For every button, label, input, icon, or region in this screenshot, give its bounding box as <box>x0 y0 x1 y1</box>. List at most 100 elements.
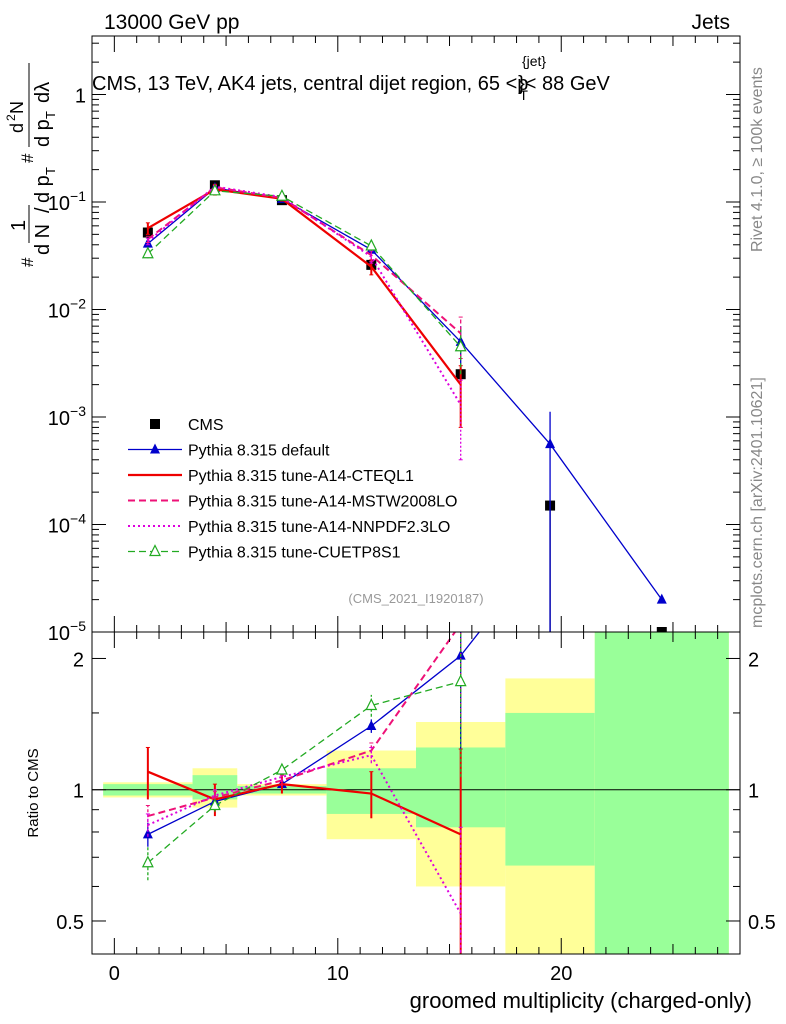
legend-entry: Pythia 8.315 tune-CUETP8S1 <box>128 544 401 562</box>
main-series-cuetp8s1 <box>141 183 467 375</box>
main-y-tick-label: 10−1 <box>48 188 86 215</box>
series-line-default <box>147 187 663 601</box>
legend-entry: Pythia 8.315 tune-A14-MSTW2008LO <box>128 494 457 511</box>
tick-exponent: −1 <box>70 188 86 204</box>
ylabel-square: 2 <box>4 114 18 121</box>
analysis-annotation: (CMS_2021_I1920187) <box>348 591 483 606</box>
ratio-line-nnpdf <box>147 754 462 915</box>
tick-base: 10 <box>48 193 70 215</box>
legend-marker <box>150 419 160 429</box>
x-axis-label: groomed multiplicity (charged-only) <box>410 988 752 1013</box>
data-point-cuetp8s1 <box>454 339 467 352</box>
series-line-mstw <box>147 186 462 335</box>
tick-exponent: −2 <box>70 295 86 311</box>
tick-base: 10 <box>48 623 70 645</box>
legend-label: Pythia 8.315 default <box>188 443 330 460</box>
band-inner <box>594 632 729 954</box>
legend-label: Pythia 8.315 tune-A14-NNPDF2.3LO <box>188 519 450 536</box>
legend-label: Pythia 8.315 tune-CUETP8S1 <box>188 545 401 562</box>
ratio-series <box>141 632 481 954</box>
legend-entry: Pythia 8.315 default <box>128 443 330 460</box>
ratio-point-default <box>142 828 153 839</box>
ylabel-T-2: T <box>43 111 58 119</box>
ratio-y-tick-label-right: 0.5 <box>748 912 776 934</box>
main-ticks: 10−510−410−310−210−11 <box>48 36 740 645</box>
legend-marker <box>149 544 161 557</box>
ratio-line-cuetp8s1 <box>147 680 461 864</box>
mcplots-label: mcplots.cern.ch [arXiv:2401.10621] <box>749 377 766 628</box>
main-y-tick-label: 10−5 <box>48 618 86 645</box>
tick-base: 10 <box>48 515 70 537</box>
ylabel-one: 1 <box>8 220 30 231</box>
x-tick-label: 10 <box>327 963 349 985</box>
main-y-tick-label: 10−2 <box>48 295 86 322</box>
data-point-cms <box>656 627 667 632</box>
ylabel-dpT: d p <box>32 175 54 203</box>
data-point-default <box>545 438 556 449</box>
ratio-y-tick-label-right: 2 <box>748 649 759 671</box>
ratio-y-tick-label-right: 1 <box>748 781 759 803</box>
ylabel-T: T <box>43 167 58 175</box>
header-left: 13000 GeV pp <box>104 11 239 34</box>
ylabel-hash-2: # <box>18 153 37 163</box>
ratio-point-cuetp8s1 <box>141 855 154 868</box>
data-point-cuetp8s1 <box>208 183 221 196</box>
series-line-nnpdf <box>147 185 462 406</box>
ratio-point-default <box>366 720 377 731</box>
ylabel-dN: d N <box>32 224 54 255</box>
tick-exponent: −4 <box>70 510 86 526</box>
main-title-sub: T <box>519 87 528 103</box>
main-title-tail: }< 88 GeV <box>518 73 610 95</box>
data-point-cuetp8s1 <box>365 238 378 251</box>
ylabel-d2N: d <box>7 123 27 133</box>
ratio-y-axis-label: Ratio to CMS <box>25 748 42 837</box>
ratio-line-default <box>147 632 481 835</box>
ratio-ticks: 0.5 0.51 12 20 10 20 <box>56 632 776 985</box>
ylabel-dpT-2: d p <box>32 119 54 147</box>
ratio-panel: 0.5 0.51 12 20 10 20 Ratio to CMS groomed mul… <box>25 631 776 1013</box>
main-title-text: CMS, 13 TeV, AK4 jets, central dijet reg… <box>92 73 528 95</box>
ratio-point-cuetp8s1 <box>365 698 378 711</box>
legend: CMS Pythia 8.315 default Pythia 8.315 tune… <box>128 417 457 562</box>
rivet-label: Rivet 4.1.0, ≥ 100k events <box>749 67 766 252</box>
legend-label: CMS <box>188 417 224 434</box>
main-series <box>141 180 667 632</box>
ratio-y-tick-label: 2 <box>73 649 84 671</box>
ylabel-dlambda: dλ <box>32 82 54 103</box>
ylabel-hash-1: # <box>18 257 37 267</box>
x-tick-label: 0 <box>109 963 120 985</box>
data-point-cuetp8s1 <box>275 188 288 201</box>
data-point-default <box>656 593 667 604</box>
main-y-axis-label: # 1 d N / d p T # d 2 N d p T dλ <box>4 63 58 267</box>
ratio-series-nnpdf <box>145 746 463 954</box>
legend-marker <box>150 443 160 454</box>
ylabel-slash: / <box>32 207 54 213</box>
main-title: CMS, 13 TeV, AK4 jets, central dijet reg… <box>92 53 610 103</box>
ratio-frame <box>91 631 741 955</box>
legend-label: Pythia 8.315 tune-A14-CTEQL1 <box>188 468 414 485</box>
main-frame <box>91 35 741 633</box>
tick-base: 10 <box>48 408 70 430</box>
legend-entry: Pythia 8.315 tune-A14-NNPDF2.3LO <box>128 519 450 536</box>
legend-entry: Pythia 8.315 tune-A14-CTEQL1 <box>128 468 414 485</box>
main-series-cteql1 <box>145 183 463 428</box>
ratio-y-tick-label: 1 <box>73 781 84 803</box>
tick-base: 10 <box>48 300 70 322</box>
main-y-tick-label: 10−3 <box>48 403 86 430</box>
tick-exponent: −5 <box>70 618 86 634</box>
data-point-cuetp8s1 <box>141 246 154 259</box>
ratio-series-cuetp8s1 <box>141 632 467 881</box>
ratio-bands <box>103 632 729 954</box>
legend-label: Pythia 8.315 tune-A14-MSTW2008LO <box>188 494 457 511</box>
ratio-point-cuetp8s1 <box>275 762 288 775</box>
x-tick-label: 20 <box>550 963 572 985</box>
ratio-point-cuetp8s1 <box>454 674 467 687</box>
ratio-y-tick-label: 0.5 <box>56 912 84 934</box>
tick-base: 1 <box>75 85 86 107</box>
legend-entry: CMS <box>150 417 224 434</box>
ratio-point-cuetp8s1 <box>208 798 221 811</box>
series-line-cteql1 <box>147 188 462 386</box>
header-right: Jets <box>691 11 730 34</box>
main-title-sup: {jet} <box>522 53 546 69</box>
